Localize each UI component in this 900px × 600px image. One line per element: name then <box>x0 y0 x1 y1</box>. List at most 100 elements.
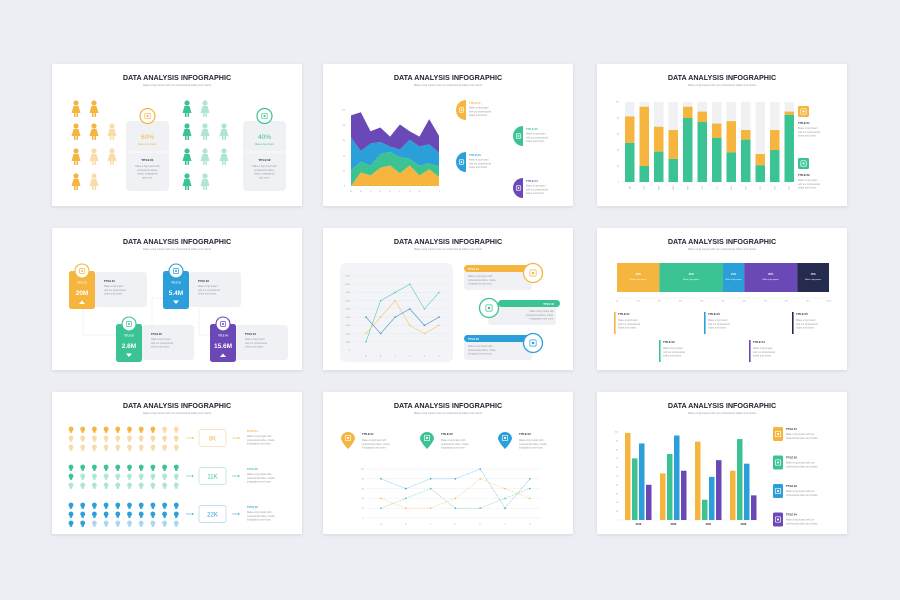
y-tick-label: 40 <box>343 155 346 157</box>
description-line: Make a big impact with <box>468 275 493 278</box>
person-icon <box>200 173 210 190</box>
person-icon <box>182 123 192 140</box>
slide-title: DATA ANALYSIS INFOGRAPHIC <box>668 237 776 246</box>
bulb-base <box>93 516 96 518</box>
person-icon <box>89 148 99 165</box>
person-head <box>73 123 79 129</box>
icon-glyph-dot <box>776 432 780 436</box>
lightbulb-icon <box>68 435 74 442</box>
x-tick-label: H <box>419 191 421 193</box>
lightbulb-icon <box>150 464 156 471</box>
value-box <box>198 467 227 485</box>
bulb-base <box>163 431 166 433</box>
bulb-base <box>104 478 108 480</box>
person-icon <box>71 148 81 165</box>
data-point <box>365 332 367 335</box>
slide-stacked-area-chart[interactable]: DATA ANALYSIS INFOGRAPHIC Make a big impa… <box>323 64 573 206</box>
slide-dotted-line-chart[interactable]: DATA ANALYSIS INFOGRAPHIC Make a big impa… <box>323 392 573 534</box>
bulb-glass <box>115 464 121 470</box>
bulb-base <box>128 507 131 509</box>
bulb-base <box>175 440 178 442</box>
item-title: TITLE 01 <box>362 432 374 436</box>
area-series-3 <box>351 137 439 171</box>
bulb-glass <box>80 502 86 508</box>
slide-stacked-bar-chart[interactable]: DATA ANALYSIS INFOGRAPHIC Make a big impa… <box>597 64 847 206</box>
description-line: professional slides, charts, <box>247 477 276 480</box>
bulb-glass <box>103 482 109 488</box>
description-line: slides and charts. <box>753 355 772 358</box>
arrow-head <box>238 437 240 439</box>
bar-segment-2 <box>683 106 693 118</box>
slide-people-infographic[interactable]: DATA ANALYSIS INFOGRAPHIC Make a big impa… <box>52 64 302 206</box>
person-head <box>73 100 79 106</box>
bulb-glass <box>173 511 179 517</box>
person-body <box>182 154 192 165</box>
percent-value: 40% <box>258 134 271 141</box>
bulb-base <box>140 507 143 509</box>
lightbulb-icon <box>127 435 132 442</box>
bulb-base <box>69 516 73 518</box>
data-point <box>423 308 426 310</box>
description-line: charts, infographics <box>137 173 159 176</box>
description-line: slides and charts. <box>198 293 217 296</box>
bulb-glass <box>68 511 74 517</box>
data-point <box>438 324 440 327</box>
percent-caption: Make a big impact <box>255 143 274 146</box>
slide-grouped-bar-chart[interactable]: DATA ANALYSIS INFOGRAPHIC Make a big impa… <box>597 392 847 534</box>
bulb-glass <box>103 520 109 526</box>
y-tick-label: 60 <box>343 140 346 142</box>
y-tick-label: 0 <box>349 350 351 352</box>
item-title: TITLE 01 <box>468 267 479 271</box>
bulb-glass <box>150 435 156 441</box>
data-point <box>429 507 432 509</box>
y-tick-label: 40 <box>616 485 619 487</box>
lightbulb-icon <box>92 444 97 451</box>
lightbulb-icon <box>92 482 97 489</box>
lightbulb-icon <box>173 435 179 442</box>
segment-caption: Make a big impact <box>630 278 647 281</box>
bar-2022-3 <box>744 463 750 520</box>
y-tick-label: 20 <box>343 171 346 173</box>
icon-glyph <box>529 269 537 277</box>
person-head <box>221 148 227 154</box>
slide-bulb-infographic[interactable]: DATA ANALYSIS INFOGRAPHIC Make a big impa… <box>52 392 302 534</box>
slide-title: DATA ANALYSIS INFOGRAPHIC <box>394 73 502 82</box>
lightbulb-icon <box>103 482 109 489</box>
x-tick-label: AUG <box>730 185 733 189</box>
person-head <box>202 148 208 154</box>
bar-2021-3 <box>709 476 715 520</box>
bulb-glass <box>92 482 97 488</box>
y-tick-label: 8000 <box>346 284 351 286</box>
x-tick-label: APR <box>672 185 675 189</box>
person-icon <box>71 100 81 117</box>
bar-segment-2 <box>639 106 649 166</box>
bar-2020-1 <box>660 473 666 520</box>
item-title: TITLE 02 <box>798 173 810 177</box>
lightbulb-icon <box>92 511 97 518</box>
person-head <box>91 173 97 179</box>
slide-value-cards[interactable]: DATA ANALYSIS INFOGRAPHIC Make a big impa… <box>52 228 302 370</box>
bulb-glass <box>115 502 121 508</box>
data-point <box>423 332 426 335</box>
bulb-base <box>81 487 84 489</box>
icon-glyph-dot <box>517 135 520 137</box>
item-title: TITLE 03 <box>247 505 258 509</box>
person-head <box>73 173 79 179</box>
slide-title: DATA ANALYSIS INFOGRAPHIC <box>394 401 502 410</box>
bulb-glass <box>115 520 121 526</box>
chart-board-icon <box>774 487 782 495</box>
info-card <box>488 305 556 325</box>
bulb-glass <box>68 482 74 488</box>
description-line: Make a big impact <box>618 319 638 322</box>
description-line: charts, infographics <box>254 173 276 176</box>
bulb-glass <box>68 444 74 450</box>
lightbulb-icon <box>68 520 74 527</box>
slide-line-chart-panel[interactable]: DATA ANALYSIS INFOGRAPHIC Make a big impa… <box>323 228 573 370</box>
slide-percent-bar[interactable]: DATA ANALYSIS INFOGRAPHIC Make a big impa… <box>597 228 847 370</box>
presentation-icon <box>774 459 782 466</box>
bulb-glass <box>68 426 74 432</box>
description-line: infographics and more. <box>362 447 387 450</box>
bulb-glass <box>138 435 144 441</box>
bulb-base <box>69 478 73 480</box>
